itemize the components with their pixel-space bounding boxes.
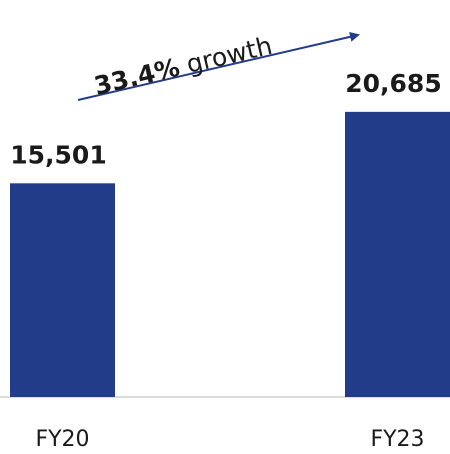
growth-annotation: 33.4%growth bbox=[91, 31, 275, 101]
bar bbox=[345, 111, 450, 397]
growth-arrow bbox=[77, 31, 360, 101]
value-label: 20,685 bbox=[345, 69, 441, 98]
growth-percent: 33.4% bbox=[91, 53, 182, 101]
growth-word: growth bbox=[184, 31, 275, 79]
bar bbox=[10, 183, 115, 397]
x-tick-label: FY20 bbox=[35, 427, 89, 452]
value-label: 15,501 bbox=[10, 140, 106, 169]
x-tick-label: FY23 bbox=[370, 427, 424, 452]
